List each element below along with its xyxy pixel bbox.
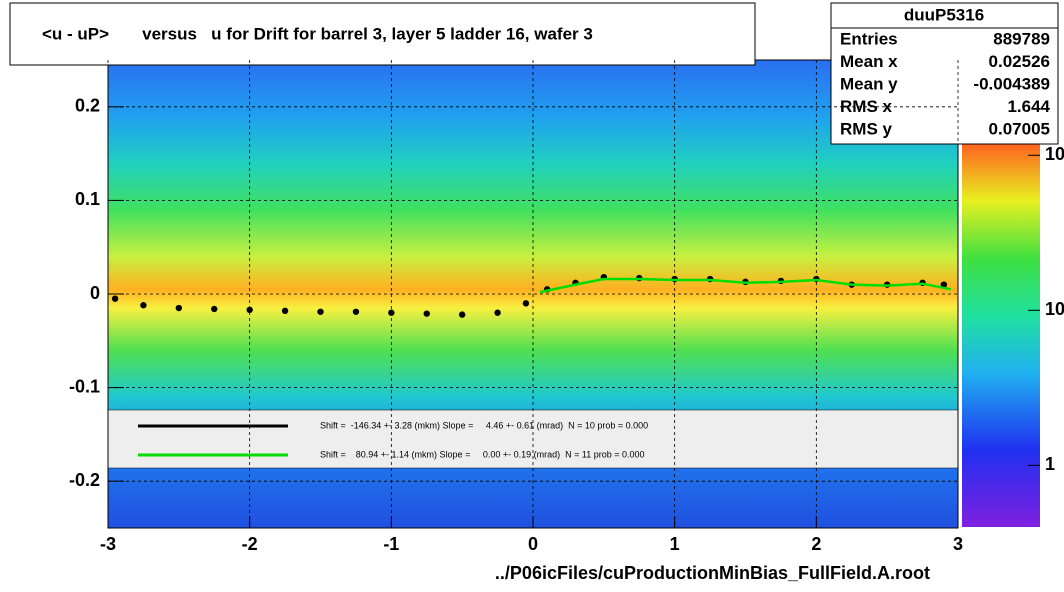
stats-value: 0.02526 [989,52,1050,71]
stats-value: 889789 [993,29,1050,48]
profile-point [423,310,430,317]
profile-point [352,308,360,315]
profile-point [246,306,253,314]
y-tick-label: -0.1 [69,376,100,396]
stats-value: 1.644 [1007,97,1050,116]
fit-line [539,277,952,294]
legend-label: Shift = 80.94 +- 1.14 (mkm) Slope = 0.00… [320,449,645,459]
x-tick-label: -3 [100,534,116,554]
y-tick-label: 0 [90,283,100,303]
x-tick-label: 2 [811,534,821,554]
profile-point [494,309,501,316]
x-tick-label: 1 [670,534,680,554]
profile-point [940,281,948,288]
color-bar [962,143,1040,527]
stats-frame [830,2,1059,145]
stats-value: -0.004389 [973,74,1050,93]
x-tick-label: 0 [528,534,538,554]
profile-point [388,309,395,316]
profile-point [522,300,530,307]
profile-point [458,311,466,318]
profile-point [211,305,218,313]
stats-label: RMS y [840,119,893,138]
x-tick-label: -2 [242,534,258,554]
z-tick-label: 10 [1045,299,1064,319]
stats-label: Entries [840,29,898,48]
profile-point [111,295,119,302]
z-tick-label: 10² [1045,144,1064,164]
title-box [9,2,756,66]
file-footer: ../P06icFiles/cuProductionMinBias_FullFi… [495,563,930,583]
y-tick-label: 0.1 [75,189,100,209]
stats-title: duuP5316 [904,5,984,24]
stats-value: 0.07005 [989,119,1050,138]
x-tick-label: 3 [953,534,963,554]
z-tick-label: 1 [1045,454,1055,474]
profile-point [281,307,289,315]
stats-box: duuP5316 Entries 889789 Mean x 0.02526 Mean … [830,2,1059,145]
y-tick-label: 0.2 [75,96,100,116]
legend-label: Shift = -146.34 +- 3.28 (mkm) Slope = 4.… [320,420,648,430]
profile-point [317,308,324,315]
chart-title: <u - uP> versus u for Drift for barrel 3… [42,24,593,43]
profile-point [175,304,183,312]
stats-label: Mean x [840,52,898,71]
x-tick-label: -1 [383,534,399,554]
stats-label: Mean y [840,74,898,93]
y-tick-label: -0.2 [69,470,100,490]
profile-point [140,302,147,309]
